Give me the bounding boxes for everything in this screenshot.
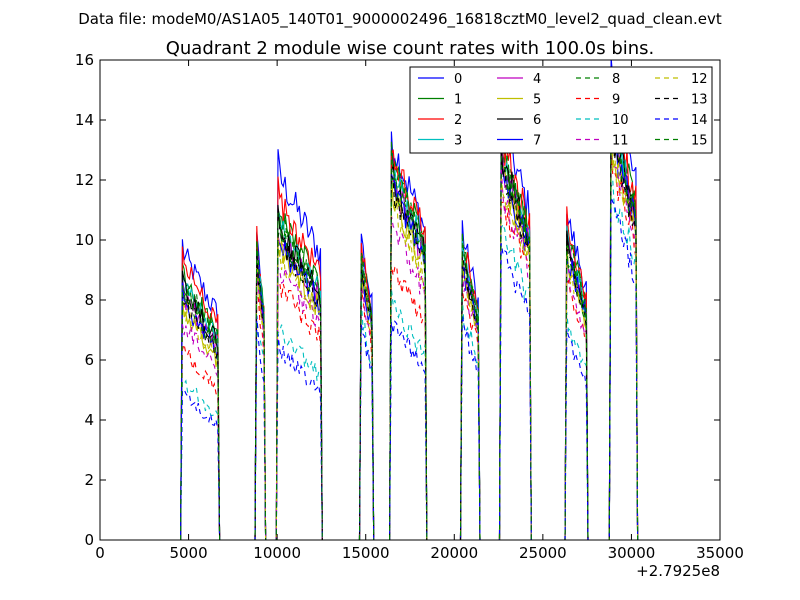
y-tick-label: 16 (75, 51, 94, 69)
chart-title: Quadrant 2 module wise count rates with … (166, 38, 655, 59)
x-axis: 0 5000 10000 15000 20000 25000 30000 35000 (95, 60, 744, 562)
y-tick-label: 14 (75, 111, 94, 129)
series-line-9 (180, 156, 639, 540)
series-line-8 (180, 112, 639, 540)
y-tick-label: 0 (84, 531, 94, 549)
legend-label-2: 2 (454, 113, 462, 128)
x-tick-label: 15000 (342, 544, 390, 562)
legend-label-9: 9 (612, 93, 620, 108)
legend-label-14: 14 (691, 113, 708, 128)
y-tick-label: 4 (84, 411, 94, 429)
legend-label-12: 12 (691, 72, 708, 87)
series-layer (180, 60, 639, 540)
legend-label-10: 10 (612, 113, 629, 128)
y-tick-label: 12 (75, 171, 94, 189)
legend-label-15: 15 (691, 134, 708, 149)
x-tick-label: 35000 (696, 544, 744, 562)
series-line-13 (180, 128, 639, 540)
x-tick-label: 0 (95, 544, 105, 562)
legend-label-1: 1 (454, 93, 462, 108)
legend-label-8: 8 (612, 72, 620, 87)
legend-box (409, 66, 713, 154)
series-line-7 (180, 132, 639, 540)
legend-label-13: 13 (691, 93, 708, 108)
y-tick-label: 6 (84, 351, 94, 369)
y-tick-label: 2 (84, 471, 94, 489)
x-tick-label: 5000 (169, 544, 207, 562)
legend-label-11: 11 (612, 134, 629, 149)
x-tick-label: 25000 (519, 544, 567, 562)
series-line-12 (180, 125, 639, 540)
legend-label-3: 3 (454, 134, 462, 149)
x-offset-label: +2.7925e8 (636, 562, 720, 580)
x-tick-label: 20000 (430, 544, 478, 562)
series-line-11 (180, 155, 639, 540)
legend-label-6: 6 (533, 113, 541, 128)
x-tick-label: 30000 (608, 544, 656, 562)
series-line-14 (180, 196, 639, 540)
y-tick-label: 8 (84, 291, 94, 309)
series-line-15 (180, 123, 639, 540)
legend-label-4: 4 (533, 72, 541, 87)
suptitle: Data file: modeM0/AS1A05_140T01_90000024… (78, 10, 722, 29)
legend-label-0: 0 (454, 72, 462, 87)
legend-label-5: 5 (533, 93, 541, 108)
legend-label-7: 7 (533, 134, 541, 149)
x-tick-label: 10000 (253, 544, 301, 562)
y-tick-label: 10 (75, 231, 94, 249)
